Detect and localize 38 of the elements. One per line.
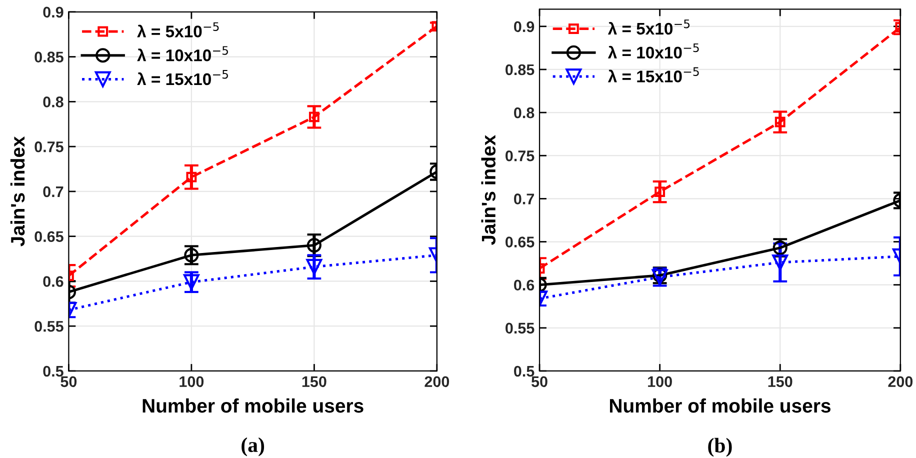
y-tick-label: 0.7 xyxy=(514,194,534,204)
y-tick-label: 0.7 xyxy=(43,186,64,198)
x-tick-label: 150 xyxy=(768,376,792,388)
y-axis-title: Jain's index xyxy=(481,134,496,246)
x-tick-label: 100 xyxy=(648,376,672,388)
x-tick-label: 100 xyxy=(180,376,204,388)
text: (b) xyxy=(708,438,732,457)
y-tick-label: 0.55 xyxy=(34,320,64,332)
y-tick-label: 0.85 xyxy=(506,64,534,76)
x-tick-label: 50 xyxy=(60,376,77,388)
legend-label: λ = 5x10$^{−5}$ xyxy=(608,20,690,35)
y-tick-label: 0.55 xyxy=(506,322,534,334)
x-axis-title: Number of mobile users xyxy=(142,398,364,413)
legend-label: λ = 15x10$^{−5}$ xyxy=(608,67,699,82)
y-axis-title: Jain's index xyxy=(10,136,25,246)
x-tick-label: 200 xyxy=(424,376,450,388)
y-tick-label: 0.6 xyxy=(43,276,64,287)
y-tick-label: 0.9 xyxy=(43,6,64,18)
x-axis-title: Number of mobile users xyxy=(610,398,830,413)
y-tick-label: 0.65 xyxy=(506,236,534,248)
x-tick-label: 200 xyxy=(888,376,913,388)
x-tick-label: 50 xyxy=(532,376,548,388)
y-tick-label: 0.5 xyxy=(514,366,534,377)
legend-label: λ = 15x10$^{−5}$ xyxy=(137,70,228,86)
y-tick-label: 0.75 xyxy=(34,141,64,152)
y-tick-label: 0.65 xyxy=(34,231,64,242)
legend-label: λ = 10x10$^{−5}$ xyxy=(137,46,228,62)
y-tick-label: 0.5 xyxy=(43,366,64,377)
x-tick-label: 150 xyxy=(302,376,326,388)
y-tick-label: 0.8 xyxy=(43,96,64,108)
legend-label: λ = 5x10$^{−5}$ xyxy=(137,22,219,38)
text: (a) xyxy=(242,437,264,456)
y-tick-label: 0.75 xyxy=(506,150,534,162)
y-tick-label: 0.9 xyxy=(514,21,534,32)
y-tick-label: 0.6 xyxy=(514,280,534,291)
y-tick-label: 0.8 xyxy=(514,107,534,118)
y-tick-label: 0.85 xyxy=(34,52,64,62)
legend-label: λ = 10x10$^{−5}$ xyxy=(608,43,699,58)
